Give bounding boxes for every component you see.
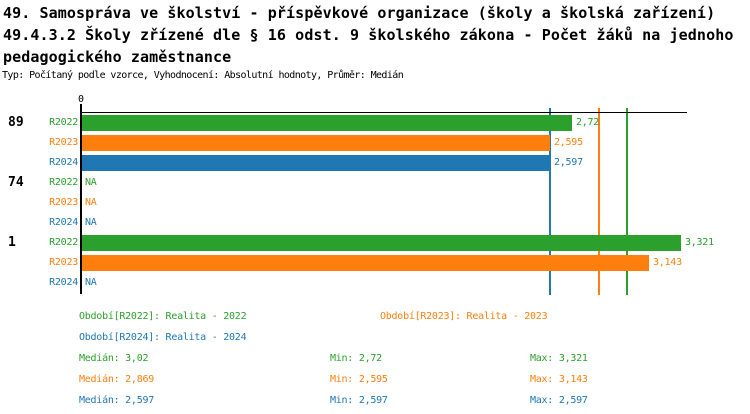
legend-item-r2023: Období[R2023]: Realita - 2023 (380, 311, 548, 322)
bar-r2022 (82, 235, 681, 251)
na-label: NA (85, 177, 97, 188)
row-label-r2024: R2024 (49, 217, 78, 228)
bar-value-label: 2,72 (576, 117, 600, 128)
group-label: 89 (8, 115, 24, 130)
group-label: 74 (8, 175, 24, 190)
na-label: NA (85, 217, 97, 228)
y-axis-line (80, 104, 82, 294)
bar-value-label: 3,143 (653, 257, 682, 268)
chart-title-line3: pedagogického zaměstnance (3, 48, 232, 66)
stat-max-r2022: Max: 3,321 (530, 353, 588, 364)
row-label-r2022: R2022 (49, 117, 78, 128)
row-label-r2024: R2024 (49, 157, 78, 168)
bar-value-label: 3,321 (685, 237, 714, 248)
median-line-r2022 (625, 108, 628, 295)
median-line-r2024 (549, 108, 552, 295)
row-label-r2023: R2023 (49, 197, 78, 208)
stat-median-r2023: Medián: 2,869 (79, 374, 155, 385)
stat-max-r2023: Max: 3,143 (530, 374, 588, 385)
x-axis-line (80, 112, 687, 113)
chart-subtitle: Typ: Počítaný podle vzorce, Vyhodnocení:… (2, 70, 404, 81)
bar-r2024 (82, 155, 550, 171)
stat-min-r2024: Min: 2,597 (330, 395, 388, 406)
stat-min-r2023: Min: 2,595 (330, 374, 388, 385)
na-label: NA (85, 197, 97, 208)
group-label: 1 (8, 235, 16, 250)
legend-item-r2024: Období[R2024]: Realita - 2024 (79, 332, 247, 343)
legend-item-r2022: Období[R2022]: Realita - 2022 (79, 311, 247, 322)
row-label-r2022: R2022 (49, 177, 78, 188)
bar-value-label: 2,595 (554, 137, 583, 148)
na-label: NA (85, 277, 97, 288)
chart-title-line1: 49. Samospráva ve školství - příspěvkové… (3, 4, 716, 22)
row-label-r2024: R2024 (49, 277, 78, 288)
chart-title-line2: 49.4.3.2 Školy zřízené dle § 16 odst. 9 … (3, 26, 734, 44)
bar-r2023 (82, 255, 649, 271)
stat-median-r2022: Medián: 3,02 (79, 353, 149, 364)
bar-r2022 (82, 115, 572, 131)
bar-value-label: 2,597 (554, 157, 583, 168)
row-label-r2022: R2022 (49, 237, 78, 248)
row-label-r2023: R2023 (49, 137, 78, 148)
bar-r2023 (82, 135, 550, 151)
stat-min-r2022: Min: 2,72 (330, 353, 382, 364)
stat-max-r2024: Max: 2,597 (530, 395, 588, 406)
row-label-r2023: R2023 (49, 257, 78, 268)
x-axis-origin-tick-label: 0 (77, 94, 85, 105)
median-line-r2023 (598, 108, 601, 295)
stat-median-r2024: Medián: 2,597 (79, 395, 155, 406)
